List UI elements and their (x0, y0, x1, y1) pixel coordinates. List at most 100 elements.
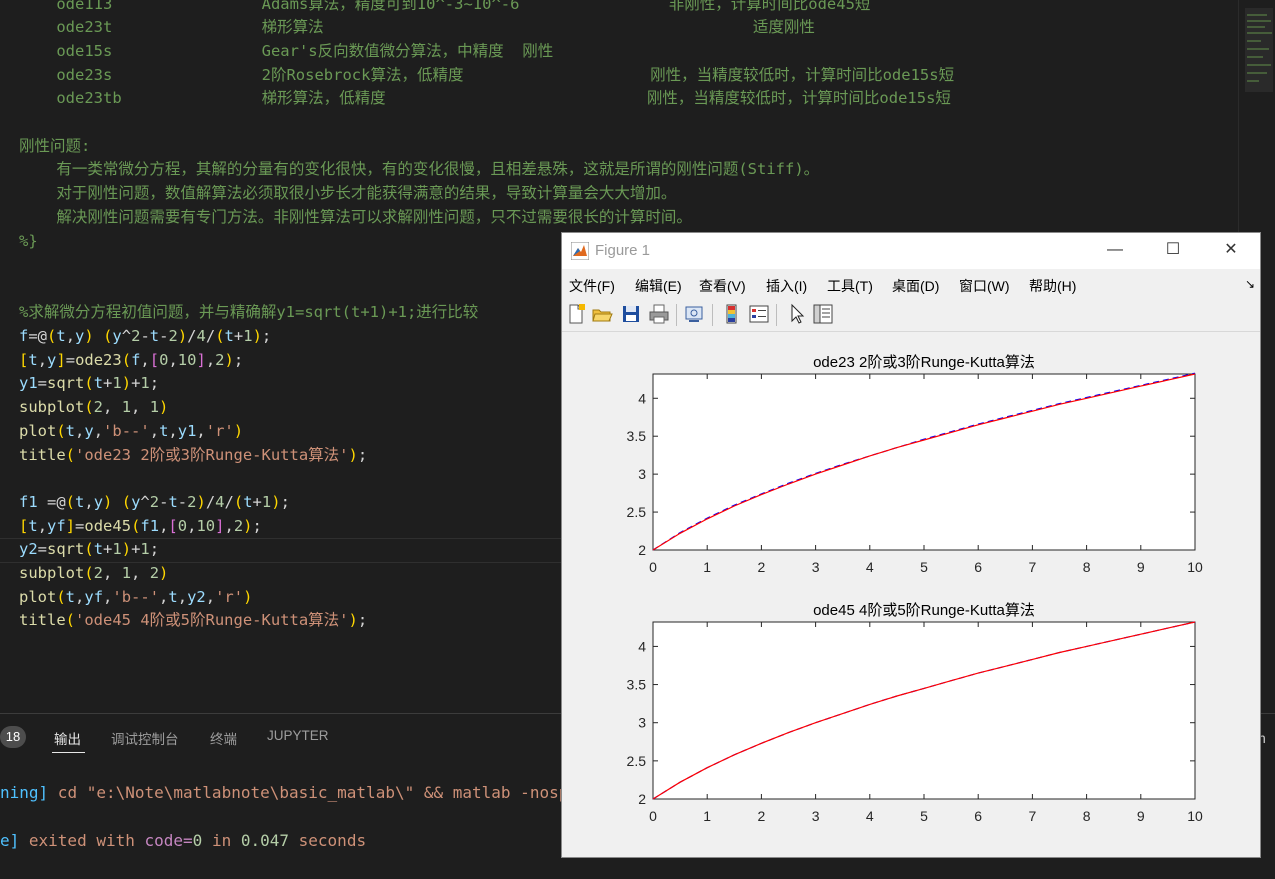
figure-title: Figure 1 (595, 242, 651, 259)
comment-line: ode15s Gear's反向数值微分算法，中精度 刚性 (19, 42, 554, 60)
x-tick-label: 6 (974, 559, 982, 575)
series-line-solid (652, 373, 1196, 551)
minimap-line (1247, 14, 1267, 16)
figure-menubar: 文件(F) 编辑(E) 查看(V) 插入(I) 工具(T) 桌面(D) 窗口(W… (562, 269, 1260, 299)
chart-title: ode23 2阶或3阶Runge-Kutta算法 (813, 353, 1035, 371)
x-tick-label: 1 (703, 808, 711, 824)
tab-debug-console[interactable]: 调试控制台 (111, 732, 179, 747)
toolbar-separator (712, 304, 713, 326)
x-tick-label: 0 (649, 808, 657, 824)
x-tick-label: 10 (1187, 559, 1203, 575)
minimize-button[interactable]: — (1107, 241, 1123, 258)
series-line-solid (652, 621, 1196, 800)
x-tick-label: 6 (974, 808, 982, 824)
menu-tools[interactable]: 工具(T) (827, 278, 873, 294)
output-line-run: ning] cd "e:\Note\matlabnote\basic_matla… (0, 783, 568, 802)
code-line: subplot(2, 1, 1) (19, 398, 169, 417)
x-tick-label: 8 (1083, 808, 1091, 824)
code-line: subplot(2, 1, 2) (19, 564, 169, 582)
legend-icon[interactable] (748, 303, 770, 325)
maximize-button[interactable]: ☐ (1165, 241, 1181, 258)
print-icon[interactable] (648, 303, 670, 325)
tab-terminal[interactable]: 终端 (210, 732, 237, 747)
output-code-value: 0 (192, 831, 203, 850)
comment-line: 刚性问题: (19, 137, 91, 155)
code-line: plot(t,y,'b--',t,y1,'r') (19, 421, 244, 440)
active-tab-indicator (52, 752, 85, 753)
comment-line: 有一类常微分方程，其解的分量有的变化很快，有的变化很慢，且相差悬殊，这就是所谓的… (19, 160, 820, 178)
menu-view[interactable]: 查看(V) (699, 278, 746, 294)
x-tick-label: 0 (649, 559, 657, 575)
new-figure-icon[interactable] (565, 303, 587, 325)
x-tick-label: 1 (703, 559, 711, 575)
y-tick-label: 4 (638, 390, 646, 406)
close-button[interactable]: ✕ (1224, 241, 1238, 258)
minimap-line (1247, 80, 1259, 82)
colorbar-icon[interactable] (721, 303, 743, 325)
menu-file[interactable]: 文件(F) (569, 278, 615, 294)
minimap-line (1247, 48, 1269, 50)
output-text: in (202, 831, 241, 850)
x-tick-label: 5 (920, 559, 928, 575)
matlab-icon (571, 242, 589, 260)
link-icon[interactable] (683, 303, 705, 325)
dock-arrow-icon[interactable]: ↘ (1245, 277, 1256, 291)
x-tick-label: 9 (1137, 808, 1145, 824)
menu-insert[interactable]: 插入(I) (766, 278, 808, 294)
comment-line: ode23t 梯形算法 适度刚性 (19, 18, 815, 36)
x-tick-label: 3 (812, 559, 820, 575)
x-tick-label: 9 (1137, 559, 1145, 575)
figure-window[interactable]: Figure 1 — ☐ ✕ 文件(F) 编辑(E) 查看(V) 插入(I) 工… (561, 232, 1261, 858)
code-line: [t,y]=ode23(f,[0,10],2); (19, 350, 244, 369)
comment-line: ode23s 2阶Rosebrock算法，低精度 刚性，当精度较低时，计算时间比… (19, 66, 955, 84)
y-tick-label: 3 (638, 715, 646, 731)
axes-box (652, 373, 1196, 551)
y-tick-label: 2 (638, 791, 646, 807)
plot-area[interactable]: ode23 2阶或3阶Runge-Kutta算法 0 1 2 3 4 5 6 7 8 9 10 2 2.5… (562, 332, 1260, 857)
y-tick-label: 3.5 (627, 428, 647, 444)
output-prefix: e] (0, 831, 20, 850)
x-tick-label: 7 (1029, 559, 1037, 575)
code-line: f1 =@(t,y) (y^2-t-2)/4/(t+1); (19, 492, 290, 511)
y-tick-label: 2.5 (627, 504, 647, 520)
minimap-line (1247, 32, 1272, 34)
minimap-line (1247, 72, 1267, 74)
toolbar-separator (776, 304, 777, 326)
comment-line: 对于刚性问题，数值解算法必须取很小步长才能获得满意的结果，导致计算量会大大增加。 (19, 184, 677, 202)
series-line-dashed (652, 372, 1196, 551)
panel-action-glyph[interactable]: h (1258, 730, 1266, 746)
chart-title: ode45 4阶或5阶Runge-Kutta算法 (813, 601, 1035, 619)
x-tick-label: 2 (758, 559, 766, 575)
menu-help[interactable]: 帮助(H) (1029, 278, 1077, 294)
output-prefix: ning] (0, 783, 49, 802)
minimap-line (1247, 20, 1271, 22)
y-tick-label: 3.5 (627, 677, 647, 693)
x-tick-label: 7 (1029, 808, 1037, 824)
comment-line: ode23tb 梯形算法，低精度 刚性，当精度较低时，计算时间比ode15s短 (19, 89, 951, 107)
menu-edit[interactable]: 编辑(E) (635, 278, 682, 294)
menu-window[interactable]: 窗口(W) (959, 278, 1010, 294)
property-inspector-icon[interactable] (812, 303, 834, 325)
save-icon[interactable] (620, 303, 642, 325)
figure-titlebar[interactable]: Figure 1 — ☐ ✕ (562, 233, 1260, 269)
problem-count-badge[interactable]: 18 (0, 726, 26, 748)
tab-output[interactable]: 输出 (54, 732, 81, 747)
y-tick-label: 2.5 (627, 753, 647, 769)
minimap-viewport[interactable] (1245, 8, 1273, 92)
code-line: plot(t,yf,'b--',t,y2,'r') (19, 587, 253, 606)
menu-desktop[interactable]: 桌面(D) (892, 278, 940, 294)
output-text: exited with (19, 831, 145, 850)
code-line: [t,yf]=ode45(f1,[0,10],2); (19, 516, 262, 535)
code-line: y1=sqrt(t+1)+1; (19, 374, 160, 393)
output-code-label: code= (144, 831, 193, 850)
x-tick-label: 5 (920, 808, 928, 824)
toolbar-separator (676, 304, 677, 326)
tab-jupyter[interactable]: JUPYTER (267, 728, 329, 743)
open-file-icon[interactable] (591, 303, 613, 325)
x-tick-label: 10 (1187, 808, 1203, 824)
y-tick-label: 4 (638, 638, 646, 654)
pointer-icon[interactable] (786, 303, 808, 325)
y-tick-label: 2 (638, 542, 646, 558)
y-tick-label: 3 (638, 466, 646, 482)
